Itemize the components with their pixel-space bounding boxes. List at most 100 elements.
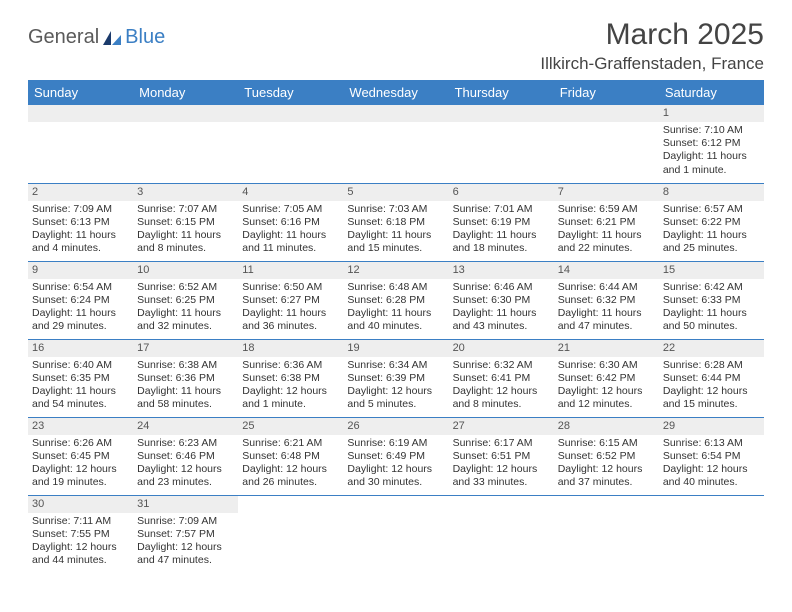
- sunset-text: Sunset: 6:18 PM: [347, 216, 444, 229]
- day-number: 4: [238, 184, 343, 201]
- sunrise-text: Sunrise: 6:13 AM: [663, 437, 760, 450]
- sunset-text: Sunset: 6:27 PM: [242, 294, 339, 307]
- calendar-cell: 15Sunrise: 6:42 AMSunset: 6:33 PMDayligh…: [659, 261, 764, 339]
- sunset-text: Sunset: 6:28 PM: [347, 294, 444, 307]
- daylight-text: Daylight: 12 hours and 37 minutes.: [558, 463, 655, 489]
- sunset-text: Sunset: 6:24 PM: [32, 294, 129, 307]
- calendar-cell: 20Sunrise: 6:32 AMSunset: 6:41 PMDayligh…: [449, 339, 554, 417]
- calendar-cell: 10Sunrise: 6:52 AMSunset: 6:25 PMDayligh…: [133, 261, 238, 339]
- day-number: 7: [554, 184, 659, 201]
- day-details: Sunrise: 7:07 AMSunset: 6:15 PMDaylight:…: [133, 201, 238, 260]
- calendar-cell: 7Sunrise: 6:59 AMSunset: 6:21 PMDaylight…: [554, 183, 659, 261]
- daylight-text: Daylight: 11 hours and 43 minutes.: [453, 307, 550, 333]
- calendar-cell: [449, 495, 554, 573]
- day-details: Sunrise: 6:17 AMSunset: 6:51 PMDaylight:…: [449, 435, 554, 494]
- calendar-cell: 21Sunrise: 6:30 AMSunset: 6:42 PMDayligh…: [554, 339, 659, 417]
- day-number: 23: [28, 418, 133, 435]
- location: Illkirch-Graffenstaden, France: [540, 54, 764, 74]
- weekday-header: Tuesday: [238, 80, 343, 105]
- sunset-text: Sunset: 6:22 PM: [663, 216, 760, 229]
- calendar-cell: 19Sunrise: 6:34 AMSunset: 6:39 PMDayligh…: [343, 339, 448, 417]
- calendar-week-row: 30Sunrise: 7:11 AMSunset: 7:55 PMDayligh…: [28, 495, 764, 573]
- sunrise-text: Sunrise: 6:23 AM: [137, 437, 234, 450]
- calendar-week-row: 2Sunrise: 7:09 AMSunset: 6:13 PMDaylight…: [28, 183, 764, 261]
- weekday-header: Sunday: [28, 80, 133, 105]
- calendar-cell: 11Sunrise: 6:50 AMSunset: 6:27 PMDayligh…: [238, 261, 343, 339]
- day-number: 13: [449, 262, 554, 279]
- sunset-text: Sunset: 6:15 PM: [137, 216, 234, 229]
- daylight-text: Daylight: 12 hours and 15 minutes.: [663, 385, 760, 411]
- calendar-cell: 28Sunrise: 6:15 AMSunset: 6:52 PMDayligh…: [554, 417, 659, 495]
- sunset-text: Sunset: 6:49 PM: [347, 450, 444, 463]
- sunrise-text: Sunrise: 6:48 AM: [347, 281, 444, 294]
- sunset-text: Sunset: 6:45 PM: [32, 450, 129, 463]
- day-number: 6: [449, 184, 554, 201]
- sunset-text: Sunset: 6:25 PM: [137, 294, 234, 307]
- day-details: Sunrise: 6:23 AMSunset: 6:46 PMDaylight:…: [133, 435, 238, 494]
- calendar-cell: [238, 105, 343, 183]
- calendar-cell: [554, 495, 659, 573]
- header: General Blue March 2025 Illkirch-Graffen…: [28, 18, 764, 74]
- sunset-text: Sunset: 6:44 PM: [663, 372, 760, 385]
- day-details: Sunrise: 7:09 AMSunset: 6:13 PMDaylight:…: [28, 201, 133, 260]
- sunset-text: Sunset: 6:33 PM: [663, 294, 760, 307]
- calendar-cell: 29Sunrise: 6:13 AMSunset: 6:54 PMDayligh…: [659, 417, 764, 495]
- daylight-text: Daylight: 12 hours and 40 minutes.: [663, 463, 760, 489]
- sunrise-text: Sunrise: 6:57 AM: [663, 203, 760, 216]
- daylight-text: Daylight: 11 hours and 29 minutes.: [32, 307, 129, 333]
- sunset-text: Sunset: 6:41 PM: [453, 372, 550, 385]
- daylight-text: Daylight: 11 hours and 40 minutes.: [347, 307, 444, 333]
- day-number: 10: [133, 262, 238, 279]
- sunset-text: Sunset: 6:19 PM: [453, 216, 550, 229]
- daylight-text: Daylight: 12 hours and 12 minutes.: [558, 385, 655, 411]
- calendar-cell: [238, 495, 343, 573]
- sunset-text: Sunset: 6:16 PM: [242, 216, 339, 229]
- day-details: Sunrise: 6:50 AMSunset: 6:27 PMDaylight:…: [238, 279, 343, 338]
- sunset-text: Sunset: 6:51 PM: [453, 450, 550, 463]
- day-number: 17: [133, 340, 238, 357]
- calendar-cell: 9Sunrise: 6:54 AMSunset: 6:24 PMDaylight…: [28, 261, 133, 339]
- sunrise-text: Sunrise: 7:10 AM: [663, 124, 760, 137]
- day-details: Sunrise: 6:15 AMSunset: 6:52 PMDaylight:…: [554, 435, 659, 494]
- day-details: Sunrise: 6:44 AMSunset: 6:32 PMDaylight:…: [554, 279, 659, 338]
- day-number: 29: [659, 418, 764, 435]
- sunrise-text: Sunrise: 6:34 AM: [347, 359, 444, 372]
- day-number: 3: [133, 184, 238, 201]
- sunrise-text: Sunrise: 6:59 AM: [558, 203, 655, 216]
- calendar-cell: 30Sunrise: 7:11 AMSunset: 7:55 PMDayligh…: [28, 495, 133, 573]
- calendar-cell: 31Sunrise: 7:09 AMSunset: 7:57 PMDayligh…: [133, 495, 238, 573]
- sunrise-text: Sunrise: 7:03 AM: [347, 203, 444, 216]
- empty-daynum: [28, 105, 133, 122]
- daylight-text: Daylight: 11 hours and 8 minutes.: [137, 229, 234, 255]
- day-details: Sunrise: 6:57 AMSunset: 6:22 PMDaylight:…: [659, 201, 764, 260]
- day-number: 5: [343, 184, 448, 201]
- day-details: Sunrise: 6:21 AMSunset: 6:48 PMDaylight:…: [238, 435, 343, 494]
- daylight-text: Daylight: 11 hours and 50 minutes.: [663, 307, 760, 333]
- calendar-cell: 13Sunrise: 6:46 AMSunset: 6:30 PMDayligh…: [449, 261, 554, 339]
- daylight-text: Daylight: 11 hours and 1 minute.: [663, 150, 760, 176]
- daylight-text: Daylight: 11 hours and 32 minutes.: [137, 307, 234, 333]
- sunrise-text: Sunrise: 6:17 AM: [453, 437, 550, 450]
- daylight-text: Daylight: 11 hours and 54 minutes.: [32, 385, 129, 411]
- daylight-text: Daylight: 11 hours and 58 minutes.: [137, 385, 234, 411]
- day-details: Sunrise: 6:28 AMSunset: 6:44 PMDaylight:…: [659, 357, 764, 416]
- day-details: Sunrise: 6:30 AMSunset: 6:42 PMDaylight:…: [554, 357, 659, 416]
- day-number: 16: [28, 340, 133, 357]
- day-number: 9: [28, 262, 133, 279]
- sunset-text: Sunset: 6:30 PM: [453, 294, 550, 307]
- sunset-text: Sunset: 6:12 PM: [663, 137, 760, 150]
- day-number: 12: [343, 262, 448, 279]
- weekday-header: Friday: [554, 80, 659, 105]
- sunrise-text: Sunrise: 7:05 AM: [242, 203, 339, 216]
- day-number: 2: [28, 184, 133, 201]
- sunset-text: Sunset: 6:46 PM: [137, 450, 234, 463]
- day-number: 11: [238, 262, 343, 279]
- sunset-text: Sunset: 6:42 PM: [558, 372, 655, 385]
- calendar-cell: [28, 105, 133, 183]
- weekday-header: Thursday: [449, 80, 554, 105]
- calendar-cell: 24Sunrise: 6:23 AMSunset: 6:46 PMDayligh…: [133, 417, 238, 495]
- day-number: 31: [133, 496, 238, 513]
- sunrise-text: Sunrise: 6:40 AM: [32, 359, 129, 372]
- logo-sail-icon: [101, 29, 123, 47]
- daylight-text: Daylight: 11 hours and 47 minutes.: [558, 307, 655, 333]
